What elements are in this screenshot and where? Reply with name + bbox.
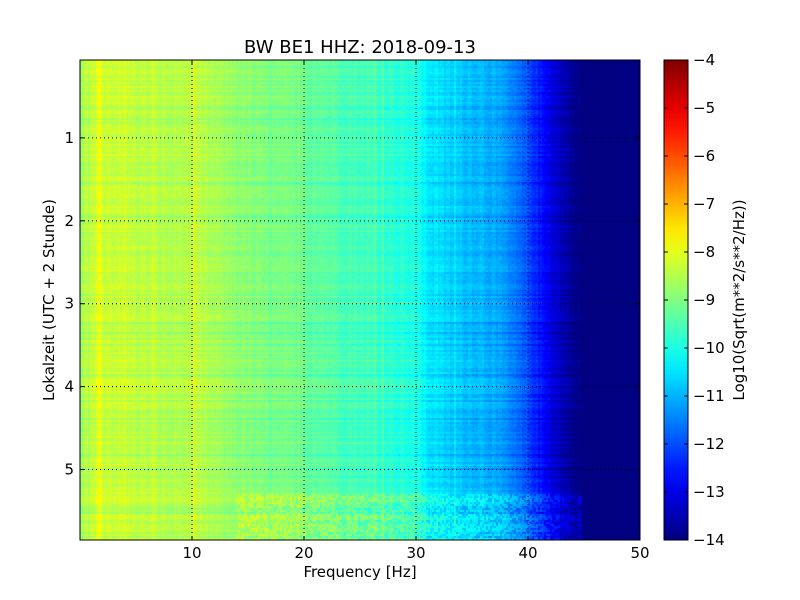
- colorbar-tick-label: −12: [693, 435, 725, 453]
- plot-area: 10 20 30 40 50 1 2 3 4 5: [64, 59, 650, 562]
- colorbar-tick-label: −9: [693, 291, 715, 309]
- x-tick-label: 40: [518, 544, 537, 562]
- x-tick-label: 50: [630, 544, 649, 562]
- x-tick-label: 20: [294, 544, 313, 562]
- x-axis-label: Frequency [Hz]: [303, 563, 416, 581]
- colorbar-tick-label: −5: [693, 99, 715, 117]
- colorbar-tick-label: −13: [693, 483, 725, 501]
- grid-lines: [80, 60, 640, 540]
- y-tick-label: 5: [64, 461, 74, 479]
- colorbar-tick-label: −6: [693, 147, 715, 165]
- colorbar-tick-label: −4: [693, 51, 715, 69]
- spectrogram-heatmap: [80, 60, 640, 540]
- x-tick-label: 10: [182, 544, 201, 562]
- y-tick-label: 3: [64, 295, 74, 313]
- y-axis-ticks: 1 2 3 4 5: [64, 129, 640, 479]
- x-axis-ticks: 10 20 30 40 50: [182, 60, 650, 562]
- colorbar: −4 −5 −6 −7 −8 −9 −10 −11 −12 −13 −14 Log10(Sqrt(m…: [663, 51, 748, 549]
- chart-title: BW BE1 HHZ: 2018-09-13: [244, 37, 476, 58]
- y-tick-label: 1: [64, 129, 74, 147]
- x-tick-label: 30: [406, 544, 425, 562]
- colorbar-ticks: −4 −5 −6 −7 −8 −9 −10 −11 −12 −13 −14: [664, 51, 725, 549]
- plot-frame: [79, 59, 641, 541]
- colorbar-tick-label: −14: [693, 531, 725, 549]
- y-tick-label: 2: [64, 212, 74, 230]
- colorbar-tick-label: −10: [693, 339, 725, 357]
- colorbar-tick-label: −8: [693, 243, 715, 261]
- y-tick-label: 4: [64, 378, 74, 396]
- colorbar-tick-label: −7: [693, 195, 715, 213]
- colorbar-tick-label: −11: [693, 387, 725, 405]
- y-axis-label: Lokalzeit (UTC + 2 Stunde): [40, 199, 58, 401]
- colorbar-label: Log10(Sqrt(m**2/s**2/Hz)): [730, 199, 748, 400]
